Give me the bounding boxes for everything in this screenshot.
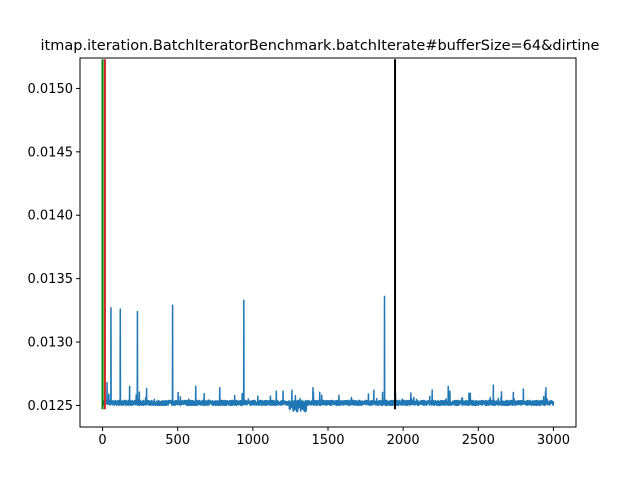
- x-tick-label: 3000: [537, 433, 570, 448]
- x-tick-label: 2000: [387, 433, 420, 448]
- x-tick-label: 0: [98, 433, 106, 448]
- chart-title: itmap.iteration.BatchIteratorBenchmark.b…: [41, 38, 600, 54]
- y-tick-label: 0.0130: [28, 336, 74, 351]
- y-tick-label: 0.0145: [28, 145, 74, 160]
- vertical-markers: [101, 59, 397, 410]
- y-tick-label: 0.0125: [28, 399, 74, 414]
- x-tick-label: 1000: [236, 433, 269, 448]
- y-tick-label: 0.0150: [28, 82, 74, 97]
- y-tick-label: 0.0135: [28, 272, 74, 287]
- series-line: [101, 295, 555, 413]
- y-tick-label: 0.0140: [28, 209, 74, 224]
- x-axis: 0 500 1000 1500 2000 2500 3000: [98, 427, 570, 448]
- x-tick-label: 2500: [462, 433, 495, 448]
- y-axis: 0.0125 0.0130 0.0135 0.0140 0.0145 0.0150: [28, 82, 80, 414]
- plot-area: [101, 59, 555, 413]
- x-tick-label: 1500: [311, 433, 344, 448]
- x-tick-label: 500: [165, 433, 190, 448]
